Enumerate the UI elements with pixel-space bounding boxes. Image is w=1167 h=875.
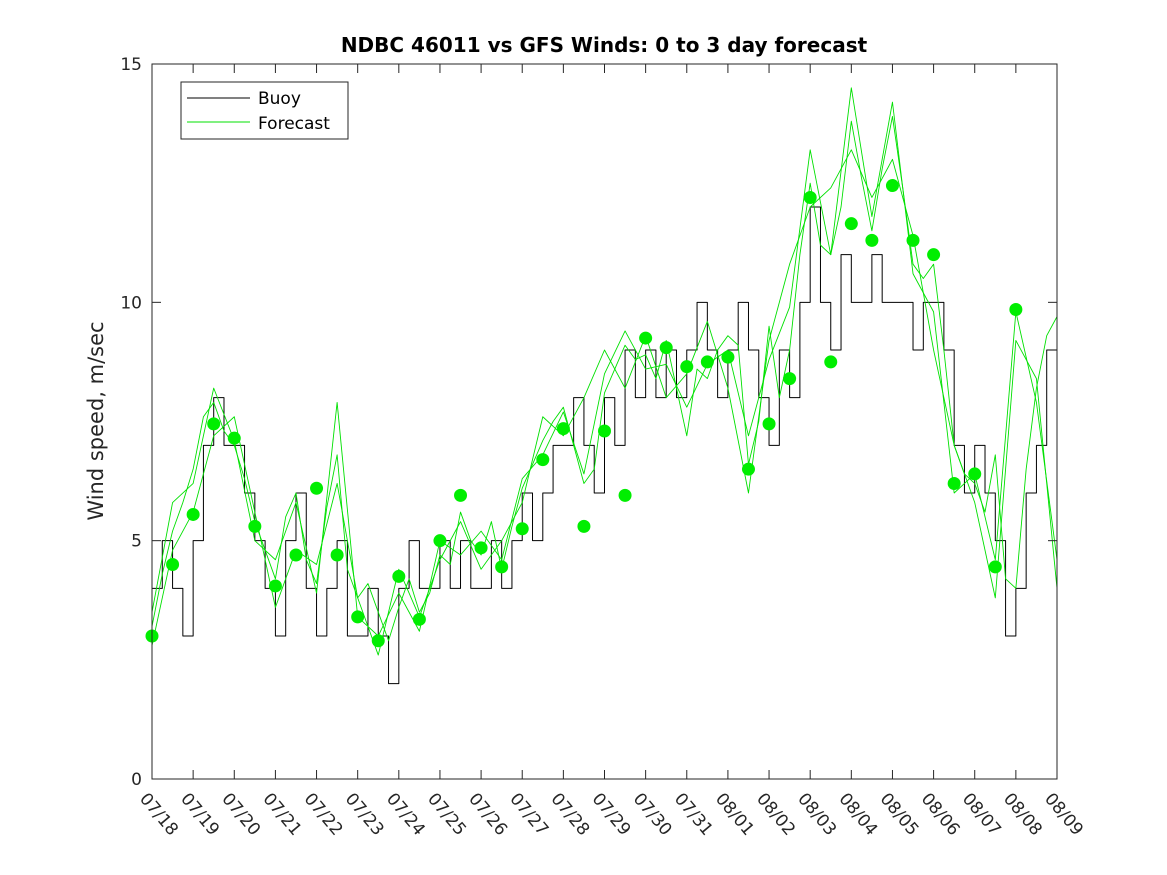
daily-mean-marker	[186, 507, 200, 521]
daily-mean-marker	[166, 558, 180, 571]
daily-mean-marker	[474, 541, 488, 555]
daily-mean-marker	[988, 560, 1002, 574]
daily-mean-marker	[721, 350, 735, 364]
daily-mean-marker	[844, 217, 858, 231]
daily-mean-marker	[577, 519, 591, 533]
daily-mean-marker	[227, 431, 241, 445]
forecast-3-series-line	[151, 149, 1058, 656]
legend-forecast-label: Forecast	[258, 114, 330, 134]
daily-mean-marker	[824, 355, 838, 369]
daily-mean-marker	[556, 422, 570, 436]
daily-mean-marker	[433, 534, 447, 548]
daily-mean-marker	[351, 610, 365, 624]
daily-mean-marker	[700, 355, 714, 369]
daily-mean-marker	[947, 476, 961, 490]
daily-mean-marker	[1009, 302, 1023, 316]
chart-title: NDBC 46011 vs GFS Winds: 0 to 3 day fore…	[341, 33, 868, 57]
daily-mean-marker	[659, 341, 673, 355]
daily-mean-marker	[495, 560, 509, 574]
daily-mean-marker	[680, 360, 694, 374]
plot-area	[145, 64, 1058, 779]
daily-mean-marker	[639, 331, 653, 345]
daily-mean-marker	[412, 612, 426, 626]
daily-mean-marker	[330, 548, 344, 562]
daily-mean-marker	[906, 233, 920, 247]
daily-mean-marker	[885, 179, 899, 193]
daily-mean-marker	[618, 488, 632, 502]
daily-mean-marker	[783, 372, 797, 386]
forecast-2-series-line	[151, 87, 1058, 637]
legend: Buoy Forecast	[180, 81, 349, 140]
daily-mean-marker	[371, 634, 385, 648]
daily-mean-marker	[268, 579, 282, 593]
daily-mean-marker	[741, 462, 755, 476]
y-tick-label: 10	[120, 293, 142, 313]
daily-mean-marker	[454, 488, 468, 502]
daily-mean-marker	[803, 190, 817, 204]
daily-mean-marker	[927, 248, 941, 262]
y-axis-label: Wind speed, m/sec	[84, 321, 108, 520]
legend-buoy-label: Buoy	[258, 89, 301, 109]
daily-mean-marker	[207, 417, 221, 431]
daily-mean-marker	[248, 519, 262, 533]
buoy-series-line	[152, 206, 1058, 685]
daily-mean-marker	[310, 481, 324, 495]
daily-mean-marker	[289, 548, 303, 562]
legend-box	[180, 81, 349, 140]
daily-mean-marker	[762, 417, 776, 431]
daily-mean-marker	[392, 569, 406, 583]
y-tick-label: 5	[131, 532, 142, 552]
daily-mean-marker	[515, 522, 529, 536]
daily-mean-marker	[865, 233, 879, 247]
y-tick-label: 0	[131, 770, 142, 790]
daily-mean-marker	[536, 453, 550, 467]
daily-mean-marker	[968, 467, 982, 481]
y-tick-label: 15	[120, 55, 142, 75]
daily-mean-marker	[598, 424, 611, 438]
